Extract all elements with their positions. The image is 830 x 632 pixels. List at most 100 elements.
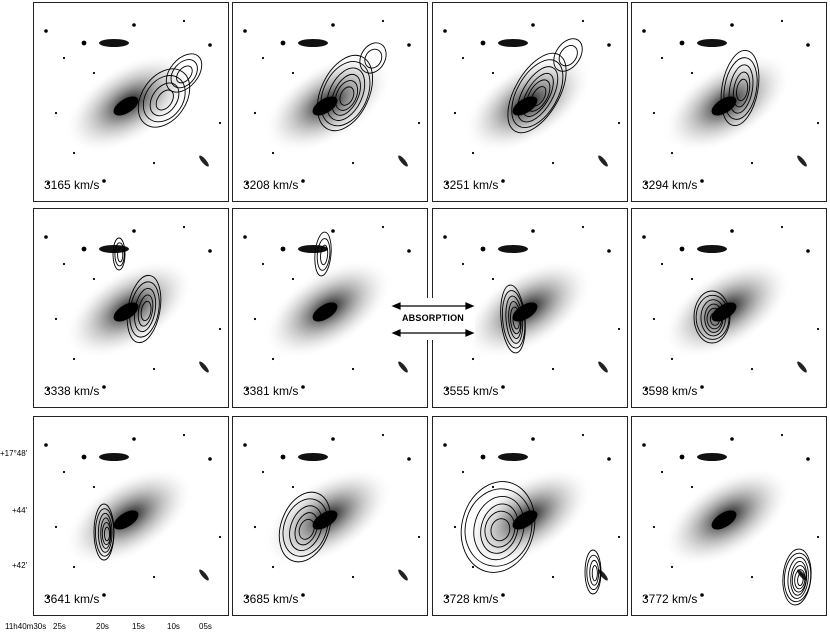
- field-star: [461, 56, 465, 60]
- field-star: [652, 111, 656, 115]
- field-star: [331, 229, 335, 233]
- companion-galaxy: [498, 39, 528, 47]
- field-star: [531, 437, 535, 441]
- field-star: [471, 565, 475, 569]
- channel-panel: 3165 km/s: [33, 2, 229, 202]
- field-star: [617, 535, 621, 539]
- field-star: [491, 277, 495, 281]
- hi-contour: [507, 52, 567, 134]
- hi-contour: [508, 301, 522, 339]
- field-star: [245, 387, 249, 391]
- field-star: [72, 565, 76, 569]
- field-star: [182, 433, 186, 437]
- field-star: [445, 181, 449, 185]
- field-star: [261, 262, 265, 266]
- background-galaxy: [199, 569, 209, 581]
- companion-galaxy: [298, 39, 328, 47]
- hi-contour: [142, 75, 186, 123]
- field-star: [551, 161, 555, 165]
- hi-emission-se-tail: [584, 549, 602, 595]
- hi-contour: [140, 300, 152, 322]
- field-star: [92, 485, 96, 489]
- galaxy-nucleus: [113, 302, 139, 322]
- field-star: [700, 385, 704, 389]
- hi-contour: [334, 80, 359, 111]
- field-star: [816, 327, 820, 331]
- field-star: [331, 437, 335, 441]
- channel-panel: 3251 km/s: [432, 2, 628, 202]
- field-star: [253, 525, 257, 529]
- field-star: [443, 29, 447, 33]
- field-star: [644, 595, 648, 599]
- ra-label-05: 05s: [199, 622, 212, 631]
- field-star: [208, 249, 212, 253]
- hi-contour: [589, 559, 600, 586]
- hi-contour: [706, 307, 723, 330]
- galaxy-nucleus: [312, 510, 338, 530]
- field-star: [445, 387, 449, 391]
- field-star: [443, 235, 447, 239]
- channel-panel: 3294 km/s: [631, 2, 827, 202]
- field-star: [816, 121, 820, 125]
- hi-contour: [149, 82, 180, 117]
- background-galaxy: [598, 155, 608, 167]
- hi-contour: [517, 66, 559, 123]
- field-star: [208, 43, 212, 47]
- hi-contour: [331, 73, 361, 116]
- field-star: [152, 367, 156, 371]
- velocity-label: 3685 km/s: [243, 592, 299, 606]
- field-star: [271, 357, 275, 361]
- hi-contour: [137, 68, 191, 128]
- field-star: [280, 40, 286, 46]
- hi-contour: [511, 59, 564, 128]
- field-star: [381, 225, 385, 229]
- field-star: [642, 443, 646, 447]
- hi-contour: [709, 312, 721, 326]
- galaxy-nucleus: [312, 96, 338, 116]
- field-star: [551, 367, 555, 371]
- field-star: [780, 19, 784, 23]
- field-star: [700, 179, 704, 183]
- field-star: [491, 71, 495, 75]
- field-star: [81, 454, 87, 460]
- velocity-label: 3598 km/s: [642, 384, 698, 398]
- hi-contour: [526, 79, 551, 112]
- hi-contour: [114, 242, 125, 267]
- hi-contour: [316, 238, 331, 271]
- hi-emission-se: [93, 503, 115, 561]
- companion-galaxy: [298, 245, 328, 253]
- velocity-label: 3251 km/s: [443, 178, 499, 192]
- absorption-annotation: ABSORPTION: [391, 298, 475, 340]
- field-star: [453, 111, 457, 115]
- hi-contour: [700, 299, 726, 337]
- field-star: [607, 249, 611, 253]
- background-galaxy: [398, 155, 408, 167]
- hi-contour: [117, 247, 124, 263]
- absorption-label: ABSORPTION: [401, 313, 464, 323]
- velocity-label: 3555 km/s: [443, 384, 499, 398]
- field-star: [617, 121, 621, 125]
- hi-contour: [490, 518, 511, 542]
- field-star: [581, 433, 585, 437]
- hi-contour: [129, 281, 160, 338]
- hi-contour: [510, 306, 522, 335]
- hi-contour: [326, 67, 366, 121]
- channel-image: [243, 19, 421, 185]
- field-star: [480, 246, 486, 252]
- field-star: [670, 357, 674, 361]
- field-star: [46, 181, 50, 185]
- field-star: [54, 317, 58, 321]
- channel-image: [443, 225, 621, 391]
- field-star: [291, 485, 295, 489]
- hi-emission-core: [500, 284, 526, 354]
- field-star: [301, 179, 305, 183]
- field-star: [644, 387, 648, 391]
- hi-contour: [133, 287, 157, 333]
- galaxy-nucleus: [711, 96, 737, 116]
- velocity-label: 3381 km/s: [243, 384, 299, 398]
- field-star: [617, 327, 621, 331]
- field-star: [461, 470, 465, 474]
- field-star: [660, 470, 664, 474]
- hi-contour: [512, 312, 520, 330]
- hi-contour: [704, 303, 724, 333]
